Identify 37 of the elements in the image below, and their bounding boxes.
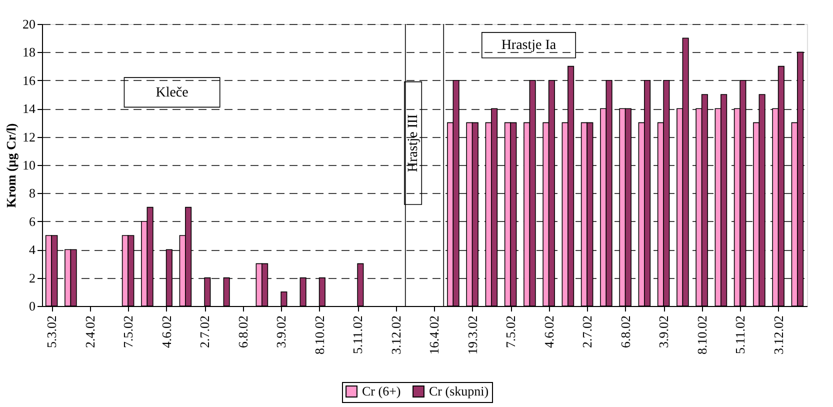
x-tick-label: 19.3.02 — [464, 316, 480, 354]
y-tick-label: 6 — [29, 214, 36, 229]
x-tick-label: 5.11.02 — [732, 316, 748, 354]
x-tick-label: 3.9.02 — [656, 316, 672, 348]
y-tick-label: 14 — [22, 101, 36, 116]
y-tick-label: 2 — [29, 270, 36, 286]
x-tick-label: 6.8.02 — [235, 316, 250, 348]
x-tick-label: 3.12.02 — [388, 316, 404, 354]
legend-label: Cr (6+) — [362, 384, 401, 399]
x-tick-label: 8.10.02 — [694, 316, 710, 354]
y-tick-label: 4 — [29, 242, 36, 258]
y-tick-label: 12 — [22, 129, 36, 144]
y-tick-label: 20 — [22, 16, 36, 32]
y-tick-label: 16 — [22, 72, 36, 88]
y-tick-label: 18 — [22, 44, 36, 60]
x-tick-label: 5.3.02 — [44, 316, 60, 348]
x-tick-label: 4.6.02 — [541, 316, 556, 348]
x-tick-label: 3.9.02 — [274, 316, 289, 348]
annotation: Hrastje III — [406, 114, 422, 172]
x-tick-label: 4.6.02 — [158, 316, 174, 348]
annotation: Kleče — [156, 85, 188, 100]
y-tick-label: 10 — [22, 158, 36, 172]
x-tick-label: 6.8.02 — [618, 316, 633, 348]
x-tick-label: 2.7.02 — [580, 316, 595, 348]
y-tick-label: 8 — [29, 186, 36, 201]
x-tick-label: 5.11.02 — [350, 316, 366, 354]
x-tick-label: 3.12.02 — [770, 316, 786, 354]
legend-label: Cr (skupni) — [429, 384, 489, 399]
y-axis-title: Krom (µg Cr/l) — [4, 123, 18, 208]
x-tick-label: 2.7.02 — [197, 316, 212, 348]
x-tick-label: 7.5.02 — [503, 316, 518, 348]
x-tick-label: 16.4.02 — [426, 316, 442, 354]
annotation: Hrastje Ia — [501, 38, 557, 54]
x-tick-label: 7.5.02 — [120, 316, 136, 348]
x-tick-label: 8.10.02 — [312, 316, 327, 354]
x-tick-label: 2.4.02 — [82, 316, 98, 348]
y-tick-label: 0 — [29, 298, 36, 314]
